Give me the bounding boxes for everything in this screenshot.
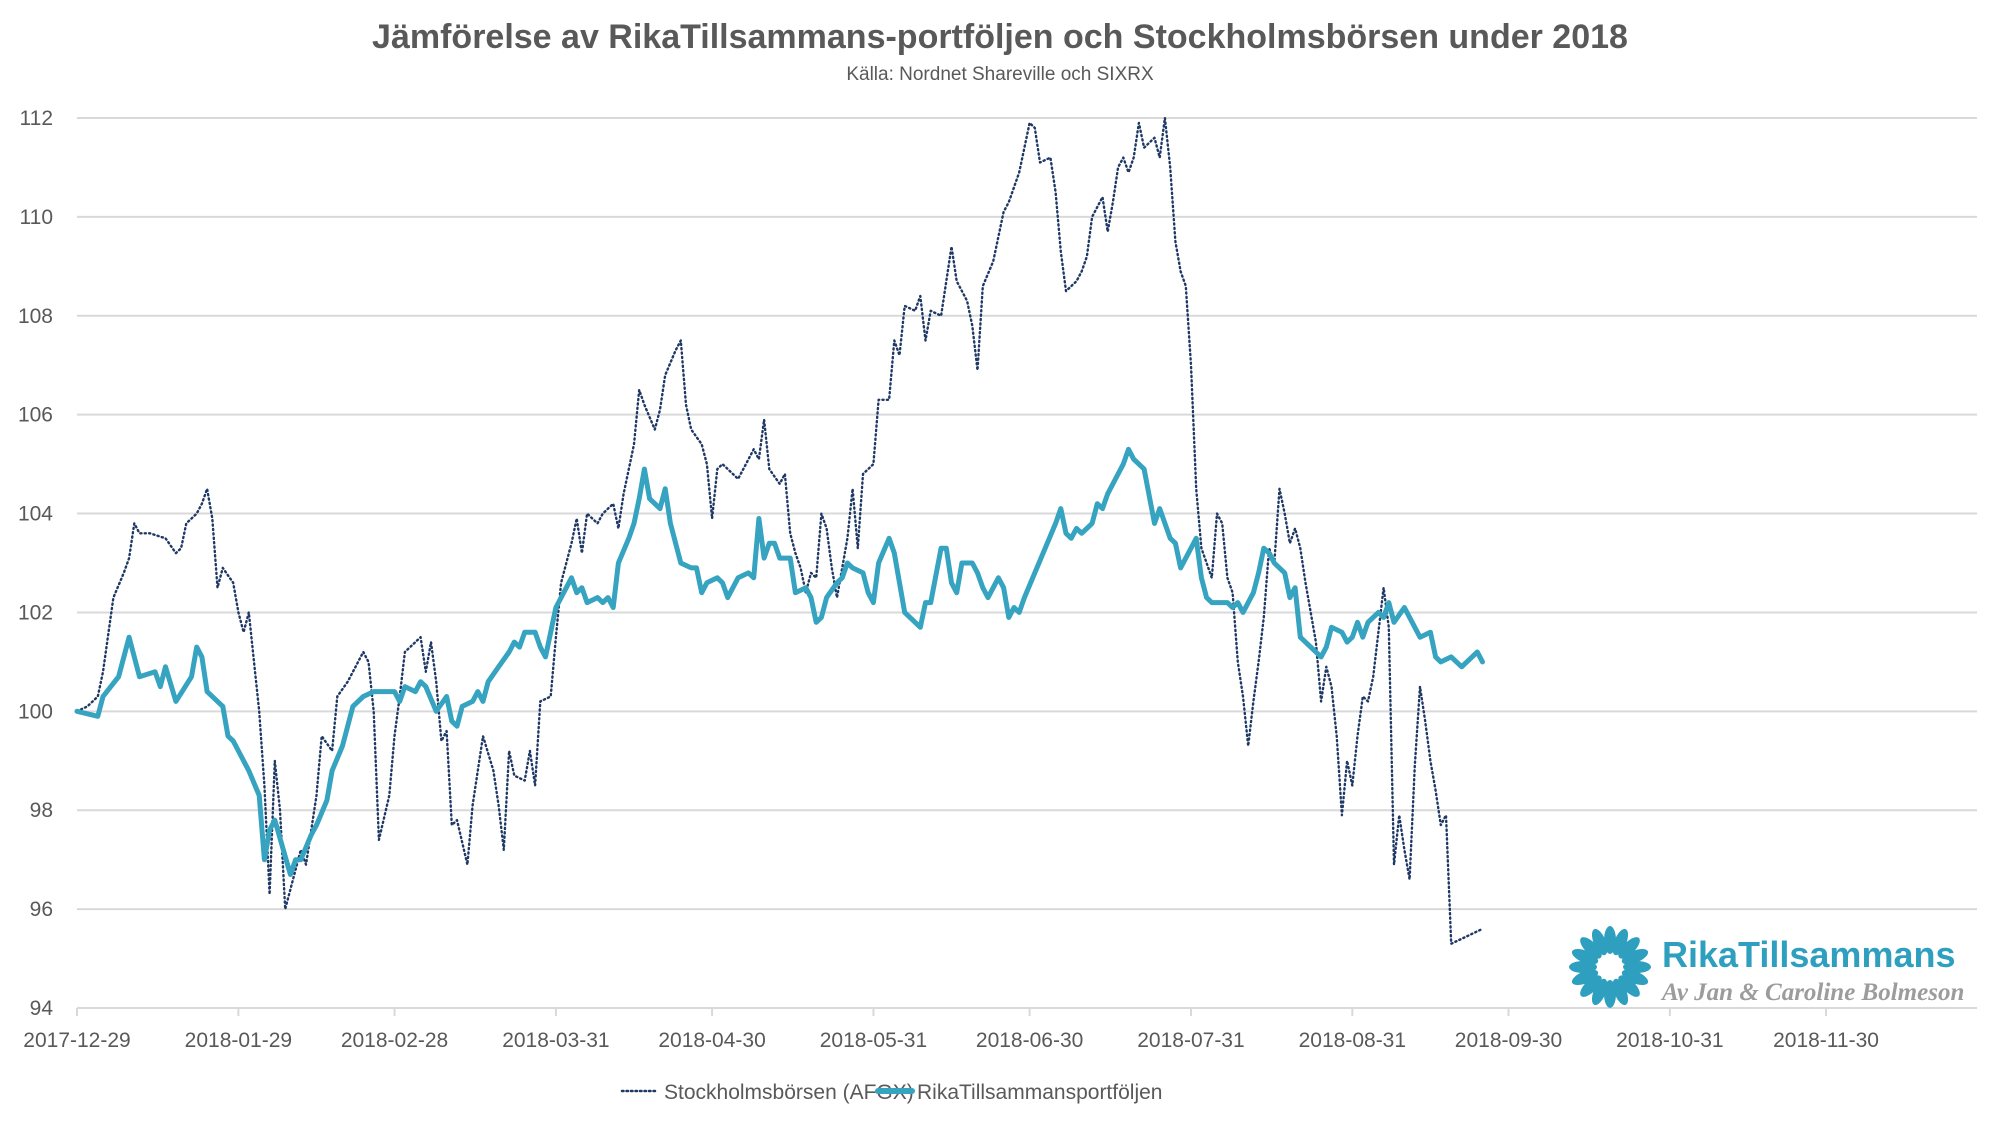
logo-petal [1612, 928, 1629, 956]
series-line-afgx [75, 116, 1484, 945]
x-tick-label: 2018-03-31 [502, 1029, 609, 1052]
flower-logo-icon [1569, 926, 1651, 1008]
x-tick-label: 2018-11-30 [1773, 1029, 1879, 1052]
y-tick-label: 112 [20, 107, 53, 130]
logo-tagline: Av Jan & Caroline Bolmeson [1660, 979, 1964, 1006]
x-tick-label: 2018-07-31 [1137, 1029, 1244, 1052]
x-axis: 2017-12-29 2018-01-29 2018-02-28 2018-03-31… [23, 1008, 1879, 1052]
y-tick-label: 108 [18, 305, 53, 328]
brand-logo: RikaTillsammans Av Jan & Caroline Bolmes… [1569, 926, 1964, 1008]
y-tick-label: 104 [18, 503, 53, 526]
x-tick-label: 2018-10-31 [1616, 1029, 1723, 1052]
logo-petal [1612, 978, 1629, 1006]
x-tick-label: 2018-05-31 [820, 1029, 927, 1052]
y-tick-label: 110 [20, 206, 53, 229]
logo-petal [1571, 969, 1599, 986]
legend-label-portfolio: RikaTillsammansportföljen [917, 1081, 1162, 1104]
logo-petal [1571, 948, 1599, 965]
y-tick-label: 98 [30, 799, 53, 822]
y-tick-label: 100 [18, 700, 53, 723]
x-tick-label: 2018-06-30 [976, 1029, 1083, 1052]
y-tick-label: 106 [18, 404, 53, 427]
x-tick-label: 2018-08-31 [1299, 1029, 1406, 1052]
logo-petal [1618, 975, 1640, 997]
y-axis-ticks: 94 96 98 100 102 104 106 108 110 112 [18, 107, 53, 1020]
y-tick-label: 102 [18, 601, 53, 624]
logo-petal [1580, 937, 1602, 959]
logo-petal [1621, 969, 1649, 986]
y-tick-label: 94 [30, 997, 54, 1020]
logo-petal [1591, 978, 1608, 1006]
logo-petal [1621, 948, 1649, 965]
x-tick-label: 2018-02-28 [341, 1029, 448, 1052]
series-lines [74, 116, 1485, 945]
x-tick-label: 2018-04-30 [658, 1029, 765, 1052]
logo-name: RikaTillsammans [1662, 934, 1955, 975]
logo-petal [1580, 975, 1602, 997]
legend-label-afgx: Stockholmsbörsen (AFGX) [664, 1081, 914, 1104]
logo-petal [1591, 928, 1608, 956]
x-tick-label: 2017-12-29 [23, 1029, 130, 1052]
gridlines [77, 117, 1977, 1009]
chart-subtitle: Källa: Nordnet Shareville och SIXRX [846, 64, 1154, 85]
logo-petal [1618, 937, 1640, 959]
y-tick-label: 96 [30, 898, 53, 921]
series-line-portfolio [74, 446, 1485, 877]
x-tick-label: 2018-01-29 [185, 1029, 292, 1052]
x-tick-label: 2018-09-30 [1455, 1029, 1562, 1052]
legend: Stockholmsbörsen (AFGX) RikaTillsammansp… [620, 1081, 1162, 1104]
chart-title: Jämförelse av RikaTillsammans-portföljen… [372, 18, 1628, 56]
